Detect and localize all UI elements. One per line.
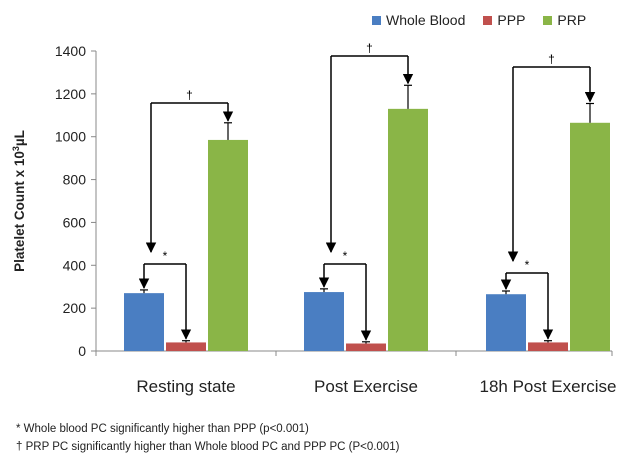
y-axis-label: Platelet Count x 103µL [11, 130, 27, 272]
legend-item-ppp: PPP [483, 12, 525, 28]
bar-whole-blood [486, 294, 526, 351]
legend-label-prp: PRP [557, 12, 587, 28]
legend-swatch-ppp [483, 15, 493, 25]
legend-swatch-prp [543, 15, 553, 25]
star-bracket-symbol: * [525, 258, 530, 272]
footnotes: * Whole blood PC significantly higher th… [16, 420, 399, 456]
footnote-dagger: † PRP PC significantly higher than Whole… [16, 441, 400, 453]
dagger-bracket-symbol: † [548, 52, 555, 66]
y-tick-label: 400 [63, 257, 87, 273]
y-tick-label: 200 [63, 300, 87, 316]
y-tick-label: 800 [63, 172, 87, 188]
x-category-label: Resting state [136, 377, 235, 396]
y-tick-label: 1400 [55, 43, 86, 59]
bar-whole-blood [304, 292, 344, 351]
legend-label-ppp: PPP [497, 12, 526, 28]
star-bracket-symbol: * [163, 249, 168, 263]
dagger-bracket-symbol: † [366, 41, 373, 55]
star-bracket-symbol: * [343, 249, 348, 263]
bar-prp [570, 122, 610, 352]
y-tick-label: 1200 [55, 86, 86, 102]
bar-prp [208, 139, 248, 351]
legend-item-whole-blood: Whole Blood [372, 12, 465, 28]
x-category-label: 18h Post Exercise [479, 377, 616, 396]
footnote-star: * Whole blood PC significantly higher th… [16, 423, 309, 435]
legend-item-prp: PRP [543, 12, 586, 28]
x-category-label: Post Exercise [314, 377, 418, 396]
legend-label-whole-blood: Whole Blood [386, 12, 466, 28]
y-tick-label: 1000 [55, 129, 86, 145]
bar-ppp [166, 342, 206, 351]
bar-whole-blood [124, 293, 164, 351]
legend-swatch-whole-blood [372, 15, 381, 25]
y-tick-label: 0 [78, 343, 86, 359]
y-tick-label: 600 [63, 214, 87, 230]
bar-ppp [346, 343, 386, 351]
bar-ppp [528, 342, 568, 351]
legend: Whole Blood PPP PRP [372, 12, 586, 28]
bar-prp [388, 108, 428, 351]
dagger-bracket-symbol: † [186, 88, 193, 102]
